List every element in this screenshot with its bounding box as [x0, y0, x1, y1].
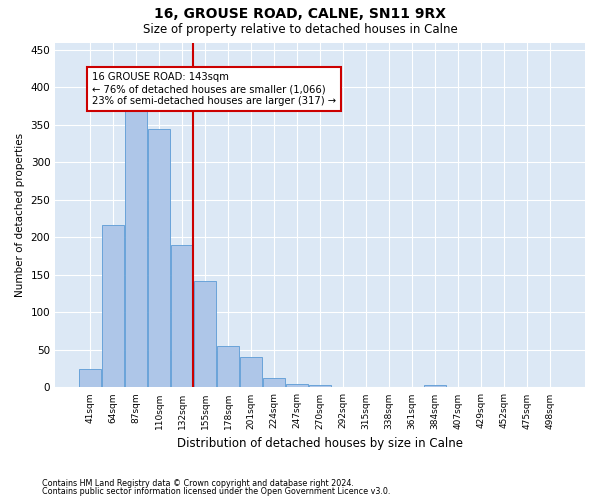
Bar: [263, 378, 285, 388]
Bar: [539, 386, 561, 388]
Bar: [309, 385, 331, 388]
Text: 16 GROUSE ROAD: 143sqm
← 76% of detached houses are smaller (1,066)
23% of semi-: 16 GROUSE ROAD: 143sqm ← 76% of detached…: [92, 72, 336, 106]
Bar: [79, 368, 101, 388]
Bar: [217, 346, 239, 388]
Bar: [424, 385, 446, 388]
Bar: [286, 384, 308, 388]
Text: 16, GROUSE ROAD, CALNE, SN11 9RX: 16, GROUSE ROAD, CALNE, SN11 9RX: [154, 8, 446, 22]
Bar: [125, 106, 147, 388]
Bar: [332, 386, 354, 388]
Y-axis label: Number of detached properties: Number of detached properties: [15, 133, 25, 297]
Bar: [171, 245, 193, 388]
X-axis label: Distribution of detached houses by size in Calne: Distribution of detached houses by size …: [177, 437, 463, 450]
Bar: [102, 224, 124, 388]
Text: Contains HM Land Registry data © Crown copyright and database right 2024.: Contains HM Land Registry data © Crown c…: [42, 478, 354, 488]
Bar: [240, 358, 262, 388]
Bar: [194, 281, 216, 388]
Text: Size of property relative to detached houses in Calne: Size of property relative to detached ho…: [143, 22, 457, 36]
Text: Contains public sector information licensed under the Open Government Licence v3: Contains public sector information licen…: [42, 487, 391, 496]
Bar: [148, 128, 170, 388]
